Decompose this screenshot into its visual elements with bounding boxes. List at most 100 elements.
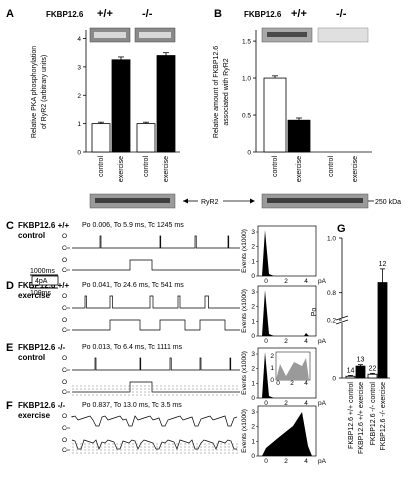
panel-a-bar-2 — [136, 123, 156, 153]
panel-c-hist-xunit: pA — [318, 278, 327, 285]
panel-f-trace-long — [71, 415, 238, 427]
panel-c-mark-c2: C — [62, 267, 67, 274]
panel-f-hist-xunit: pA — [318, 458, 327, 465]
panel-e-hist-distribution — [262, 352, 274, 398]
panel-a-xlabel-1: exercise — [118, 156, 125, 182]
panel-e-condition: control — [18, 353, 45, 362]
panel-g-axis-break-mark2 — [335, 319, 349, 325]
panel-d-hist-ytick-label-2: 2 — [251, 304, 255, 311]
panel-b-ytick-label-0: 0 — [247, 150, 251, 157]
panel-g-n-label-0: 14 — [347, 367, 355, 374]
panel-b-ytick-label-3: 1.5 — [242, 39, 251, 46]
panel-a-bar-1 — [111, 59, 131, 153]
panel-g-ytick-label-0: 0 — [332, 376, 336, 383]
panel-g-letter: G — [337, 223, 346, 235]
panel-e-hist-ytick-label-2: 2 — [251, 366, 255, 373]
panel-c-stats: Po 0.006, To 5.9 ms, Tc 1245 ms — [82, 222, 184, 229]
single-channel-panels: C FKBP12.6 +/+ control Po 0.006, To 5.9 ms,… — [6, 220, 327, 465]
panel-f-mark-c2: C — [62, 447, 67, 454]
panel-f-stats: Po 0.837, To 13.0 ms, Tc 3.5 ms — [82, 402, 182, 409]
panel-g-n-label-1: 13 — [357, 357, 365, 364]
panel-g-bar-0 — [345, 375, 356, 379]
panel-g-axis-break-gap — [336, 318, 348, 323]
panel-a-xlabel-2: control — [143, 156, 150, 177]
panel-f-letter: F — [6, 400, 13, 412]
panel-e-hist-inset-distribution — [276, 358, 309, 380]
panel-f-mark-c1: C — [62, 425, 67, 432]
panel-d-hist-ytick-label-1: 1 — [251, 318, 255, 325]
panel-f-genotype: FKBP12.6 -/- — [18, 401, 65, 410]
panel-e-hist-inset-xtick-1: 2 — [290, 380, 294, 387]
panel-f-hist-xtick-1: 2 — [284, 458, 288, 465]
panel-a-x-labels: control exercise control exercise — [98, 156, 170, 183]
panel-a-y-label-line1: Relative PKA phosphorylation — [31, 46, 38, 138]
panel-g-axis-break-mark1 — [335, 315, 349, 321]
panel-f-condition: exercise — [18, 411, 51, 420]
panel-g-xlabel-2: FKBP12.6 -/- control — [370, 382, 377, 446]
panel-d-hist-open-peak — [304, 333, 309, 336]
panel-c-hist-distribution — [262, 230, 274, 276]
panel-d-hist-ylabel: Events (x1000) — [241, 289, 248, 333]
panel-b-blot-ko — [317, 27, 369, 43]
panel-e-hist-ylabel: Events (x1000) — [241, 351, 248, 395]
panel-b-genotype-wt: +/+ — [291, 8, 307, 20]
panel-e-mark-c2: C — [62, 389, 67, 396]
panel-d-hist-xtick-1: 2 — [284, 338, 288, 345]
panel-a-ytick-label-1: 1 — [77, 121, 81, 128]
panel-c-genotype: FKBP12.6 +/+ — [18, 221, 69, 230]
panel-a-ytick-label-4: 4 — [77, 36, 81, 43]
panel-f-hist-ytick-label-3: 3 — [251, 409, 255, 416]
panel-e-hist-xtick-1: 2 — [284, 400, 288, 407]
blot-arrow-left-head — [183, 198, 188, 204]
panel-c-mark-c1: C — [62, 245, 67, 252]
panel-d-letter: D — [6, 280, 14, 292]
panel-f-mark-o2: O — [62, 437, 67, 444]
panel-e-hist-ytick-label-1: 1 — [251, 380, 255, 387]
panel-d-hist-xtick-2: 4 — [304, 338, 308, 345]
panel-e-genotype: FKBP12.6 -/- — [18, 343, 65, 352]
panel-d-mark-o2: O — [62, 317, 67, 324]
panel-b-bar-0 — [263, 77, 287, 153]
panel-a-xlabel-3: exercise — [163, 156, 170, 182]
panel-c-hist-ytick-label-0: 0 — [251, 273, 255, 280]
panel-a-genotype-ko: -/- — [142, 8, 153, 20]
panel-e-hist-inset-xtick-0: 0 — [276, 380, 280, 387]
panel-c-hist-xtick-2: 4 — [304, 278, 308, 285]
panel-e-hist-inset-xtick-2: 4 — [304, 380, 308, 387]
panel-g-y-ticks: 0 0.2 0.8 1.0 — [327, 236, 342, 383]
panel-b-xlabel-1: exercise — [296, 156, 303, 182]
panel-f-hist-xtick-0: 0 — [264, 458, 268, 465]
panel-b-ytick-label-1: 0.5 — [242, 113, 251, 120]
panel-e-hist-ytick-label-3: 3 — [251, 351, 255, 358]
panel-b-blot-wt-band — [267, 32, 307, 37]
blot-ryr2-b-band — [267, 198, 363, 203]
panel-c-letter: C — [6, 220, 14, 232]
panel-e-hist-inset-ytick-0: 0 — [270, 377, 274, 384]
panel-d-mark-c2: C — [62, 327, 67, 334]
panel-e-stats: Po 0.013, To 6.4 ms, Tc 1111 ms — [82, 344, 183, 351]
panel-e-hist-inset-ytick-2: 2 — [270, 353, 274, 360]
panel-c-hist-xtick-1: 2 — [284, 278, 288, 285]
panel-g-ytick-label-2: 0.8 — [327, 290, 336, 297]
panel-a-bar-3 — [156, 55, 176, 153]
panel-g-xlabel-1: FKBP12.6 +/+ exercise — [358, 382, 365, 454]
panel-b-bar-1 — [287, 119, 311, 153]
panel-b-y-label-line2: associated with RyR2 — [223, 58, 230, 125]
panel-e-hist-xunit: pA — [318, 400, 327, 407]
panel-a-bars — [91, 52, 176, 153]
blot-kda-label: 250 kDa — [375, 199, 401, 206]
panel-c-hist-ytick-label-3: 3 — [251, 229, 255, 236]
panel-e-trace-long — [72, 357, 240, 371]
panel-g-y-label: Po — [311, 308, 318, 317]
panel-f-trace-short — [71, 439, 237, 450]
scale-time-short: 100ms — [30, 290, 52, 297]
panel-g-xlabel-0: FKBP12.6 +/+ control — [348, 382, 355, 449]
panel-e-mark-c1: C — [62, 367, 67, 374]
panel-a-bar-0 — [91, 123, 111, 153]
panel-d-hist-xtick-0: 0 — [264, 338, 268, 345]
panel-d-mark-c1: C — [62, 305, 67, 312]
panel-b-x-labels: control exercise control exercise — [272, 156, 359, 183]
panel-e-hist-xtick-2: 4 — [304, 400, 308, 407]
panel-e-letter: E — [6, 342, 13, 354]
